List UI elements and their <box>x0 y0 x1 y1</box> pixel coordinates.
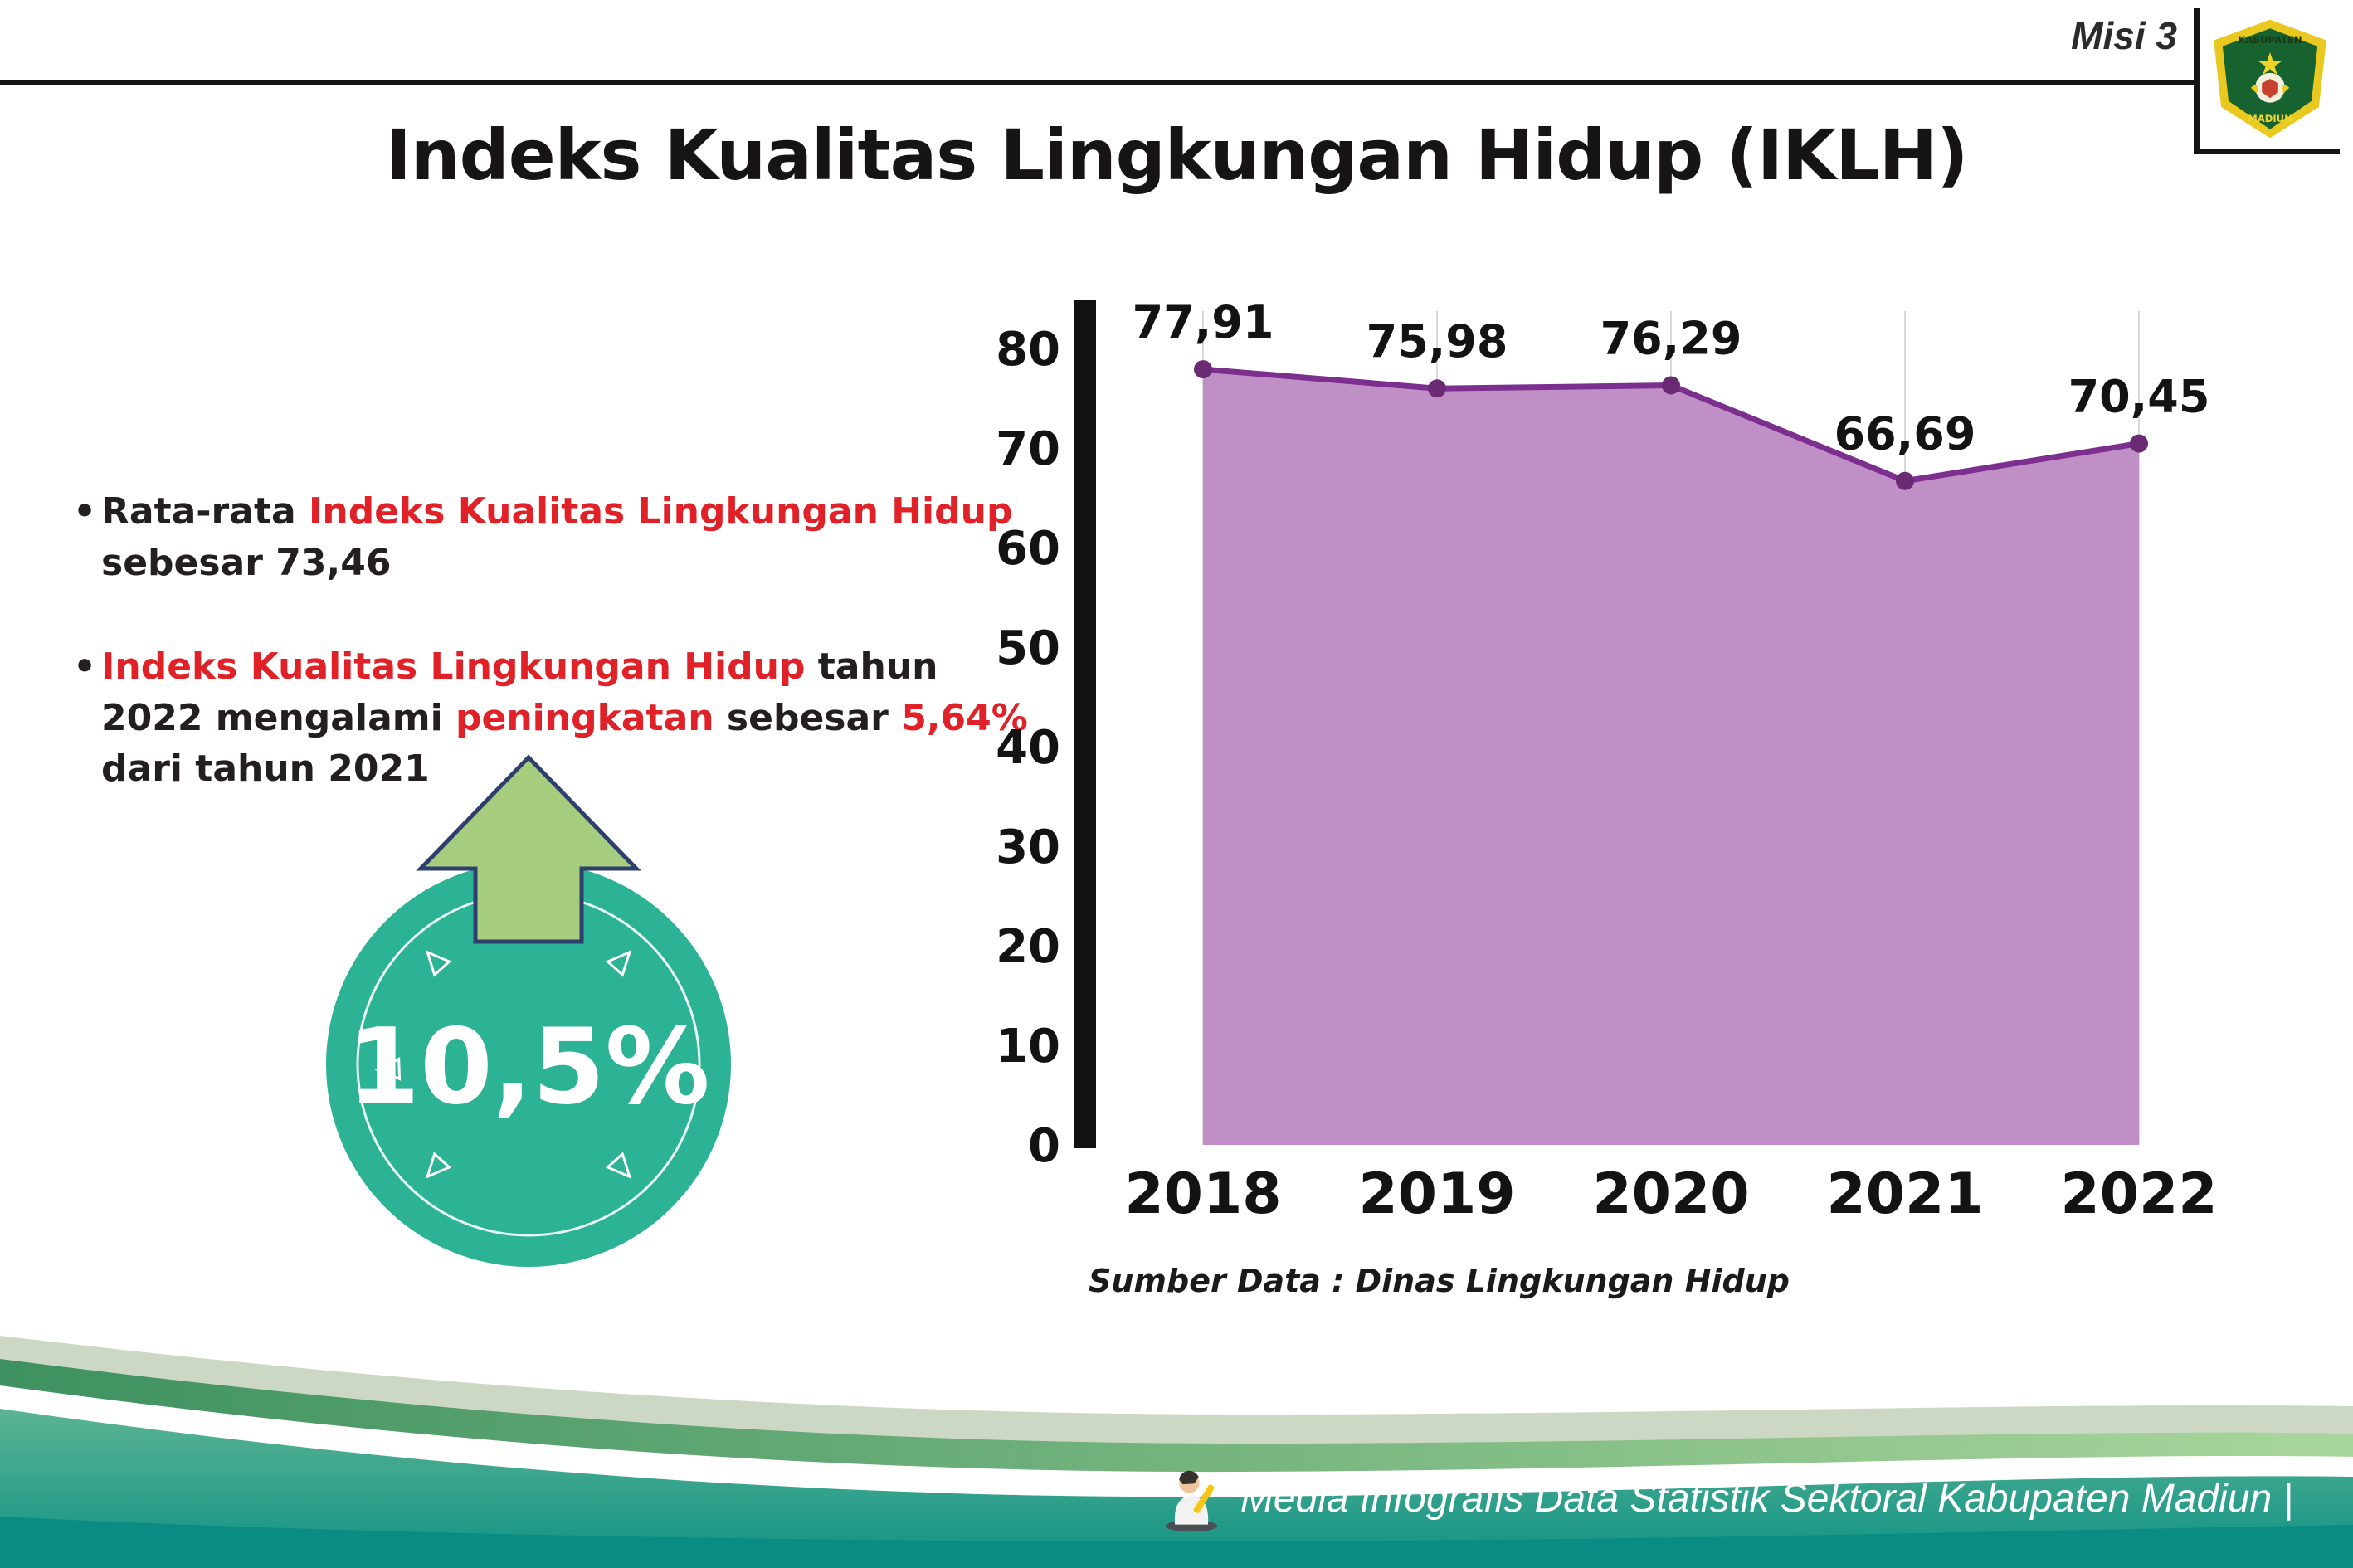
svg-text:40: 40 <box>996 721 1060 775</box>
svg-text:2022: 2022 <box>2060 1161 2217 1227</box>
svg-text:70,45: 70,45 <box>2068 371 2210 423</box>
chart-canvas: 0 10 20 30 40 50 60 70 80 2018 2019 2020 2021 2022 77,… <box>996 296 2218 1227</box>
svg-text:66,69: 66,69 <box>1834 408 1976 460</box>
svg-text:60: 60 <box>996 522 1060 576</box>
bullet-text-segment: dari tahun 2021 <box>101 747 430 791</box>
bullet-dot: • <box>73 490 97 533</box>
svg-text:2020: 2020 <box>1592 1161 1749 1227</box>
bullet-text-segment: 5,64% <box>901 696 1028 739</box>
svg-text:2021: 2021 <box>1826 1161 1983 1227</box>
bullet-item: • Rata-rata Indeks Kualitas Lingkungan Hi… <box>73 486 1035 588</box>
y-axis-labels: 0 10 20 30 40 50 60 70 80 <box>996 323 1060 1173</box>
logo-frame: KABUPATEN MADIUN <box>2194 8 2340 154</box>
bullet-text-segment: sebesar 73,46 <box>101 541 392 584</box>
svg-text:77,91: 77,91 <box>1133 296 1274 348</box>
y-axis-bar <box>1074 300 1096 1148</box>
svg-text:10: 10 <box>996 1020 1060 1074</box>
mascot-icon <box>1165 1470 1218 1532</box>
svg-text:30: 30 <box>996 821 1060 874</box>
misi-label: Misi 3 <box>2071 14 2177 57</box>
bullet-text-segment: Indeks Kualitas Lingkungan Hidup <box>309 490 1013 533</box>
chart-point-markers <box>1194 360 2148 490</box>
bullet-list: • Rata-rata Indeks Kualitas Lingkungan Hi… <box>73 486 1035 848</box>
svg-text:2019: 2019 <box>1358 1161 1515 1227</box>
bullet-text-segment: Indeks Kualitas Lingkungan Hidup <box>101 645 806 689</box>
logo-wing-right <box>2282 85 2289 94</box>
iklh-area-chart: 0 10 20 30 40 50 60 70 80 2018 2019 2020 2021 2022 77,… <box>996 290 2323 1319</box>
kabupaten-madiun-logo: KABUPATEN MADIUN <box>2213 19 2326 138</box>
badge-value: 10,5% <box>347 1006 709 1127</box>
svg-text:80: 80 <box>996 323 1060 377</box>
footer-caption: Media Infografis Data Statistik Sektoral… <box>1240 1476 2293 1521</box>
footer-wave-graphic <box>0 1336 2353 1568</box>
svg-text:76,29: 76,29 <box>1600 313 1742 365</box>
data-value-labels: 77,91 75,98 76,29 66,69 70,45 <box>1133 296 2210 460</box>
badge-circle <box>326 862 731 1267</box>
bullet-dot: • <box>73 645 97 689</box>
svg-text:20: 20 <box>996 920 1060 974</box>
increase-badge: 10,5% <box>319 743 751 1282</box>
chart-source: Sumber Data : Dinas Lingkungan Hidup <box>1089 1263 1790 1299</box>
badge-tick-triangles <box>374 950 632 1179</box>
logo-emblem-shield <box>2261 78 2278 98</box>
logo-star-icon <box>2258 51 2282 75</box>
bullet-text-segment: sebesar <box>714 696 902 739</box>
header-rule <box>0 80 2195 85</box>
svg-text:75,98: 75,98 <box>1366 315 1508 368</box>
svg-text:2018: 2018 <box>1124 1161 1281 1227</box>
bullet-item: • Indeks Kualitas Lingkungan Hidup tahun … <box>73 641 1035 795</box>
bullet-text-segment: peningkatan <box>455 696 714 739</box>
footer-bar: Media Infografis Data Statistik Sektoral… <box>1159 1463 2293 1533</box>
page-title: Indeks Kualitas Lingkungan Hidup (IKLH) <box>385 114 1969 196</box>
logo-wing-left <box>2250 85 2258 94</box>
svg-text:50: 50 <box>996 621 1060 675</box>
chart-area-fill <box>1203 369 2139 1145</box>
up-arrow-icon <box>416 754 641 944</box>
bullet-text-segment: Rata-rata <box>101 490 309 533</box>
logo-top-text: KABUPATEN <box>2238 34 2302 46</box>
logo-bottom-text: MADIUN <box>2248 112 2292 124</box>
bullet-text-segment: tahun 2022 mengalami <box>101 645 938 739</box>
footer-wave: Media Infografis Data Statistik Sektoral… <box>0 1319 2353 1568</box>
x-axis-labels: 2018 2019 2020 2021 2022 <box>1124 1161 2217 1227</box>
svg-text:0: 0 <box>1028 1119 1060 1173</box>
svg-text:70: 70 <box>996 422 1060 476</box>
